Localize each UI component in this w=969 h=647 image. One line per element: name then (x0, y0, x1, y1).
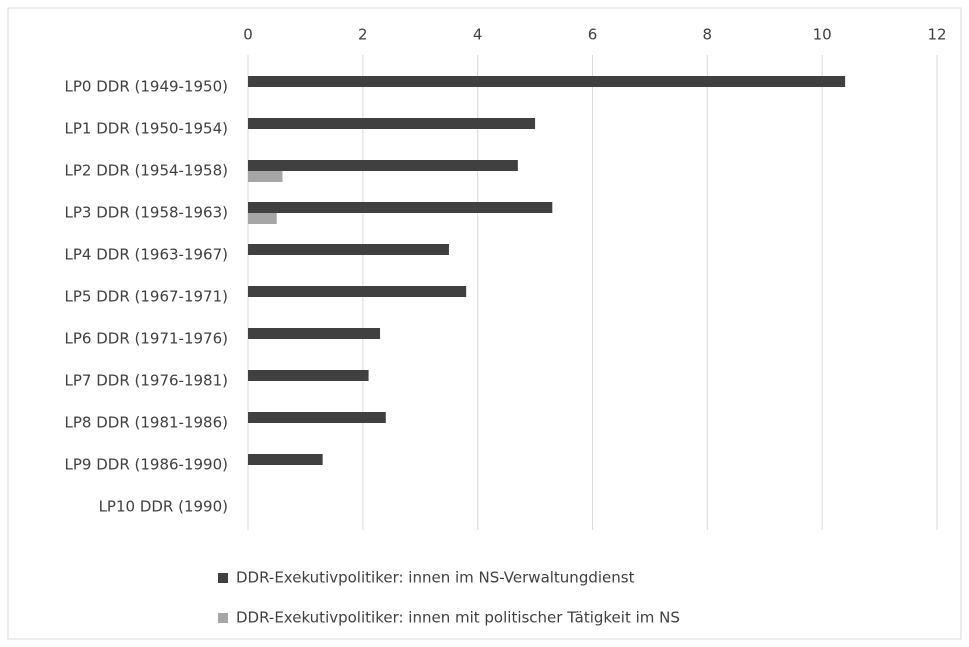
y-tick-label: LP3 DDR (1958-1963) (65, 204, 228, 222)
x-tick-label: 0 (243, 26, 253, 44)
y-tick-label: LP8 DDR (1981-1986) (65, 414, 228, 432)
y-tick-label: LP6 DDR (1971-1976) (65, 330, 228, 348)
chart-frame (7, 7, 962, 640)
y-tick-label: LP4 DDR (1963-1967) (65, 246, 228, 264)
y-tick-label: LP2 DDR (1954-1958) (65, 162, 228, 180)
legend-swatch (218, 573, 228, 583)
y-tick-label: LP0 DDR (1949-1950) (65, 78, 228, 96)
bar (248, 118, 536, 129)
bar (248, 202, 553, 213)
bar (248, 412, 386, 423)
legend-label: DDR-Exekutivpolitiker: innen mit politis… (236, 609, 680, 627)
x-tick-label: 8 (703, 26, 713, 44)
y-tick-label: LP7 DDR (1976-1981) (65, 372, 228, 390)
x-tick-label: 4 (473, 26, 483, 44)
y-tick-label: LP10 DDR (1990) (99, 498, 228, 516)
bar (248, 213, 277, 224)
bar (248, 286, 467, 297)
y-tick-label: LP9 DDR (1986-1990) (65, 456, 228, 474)
bar (248, 76, 846, 87)
x-tick-label: 10 (813, 26, 832, 44)
bar (248, 328, 381, 339)
bar (248, 244, 449, 255)
y-tick-label: LP5 DDR (1967-1971) (65, 288, 228, 306)
legend-swatch (218, 613, 228, 623)
bar (248, 370, 369, 381)
bar (248, 160, 518, 171)
bar (248, 171, 283, 182)
x-tick-label: 2 (358, 26, 368, 44)
x-tick-label: 6 (588, 26, 598, 44)
y-tick-label: LP1 DDR (1950-1954) (65, 120, 228, 138)
x-tick-label: 12 (927, 26, 946, 44)
legend-label: DDR-Exekutivpolitiker: innen im NS-Verwa… (236, 569, 635, 587)
bar (248, 454, 323, 465)
